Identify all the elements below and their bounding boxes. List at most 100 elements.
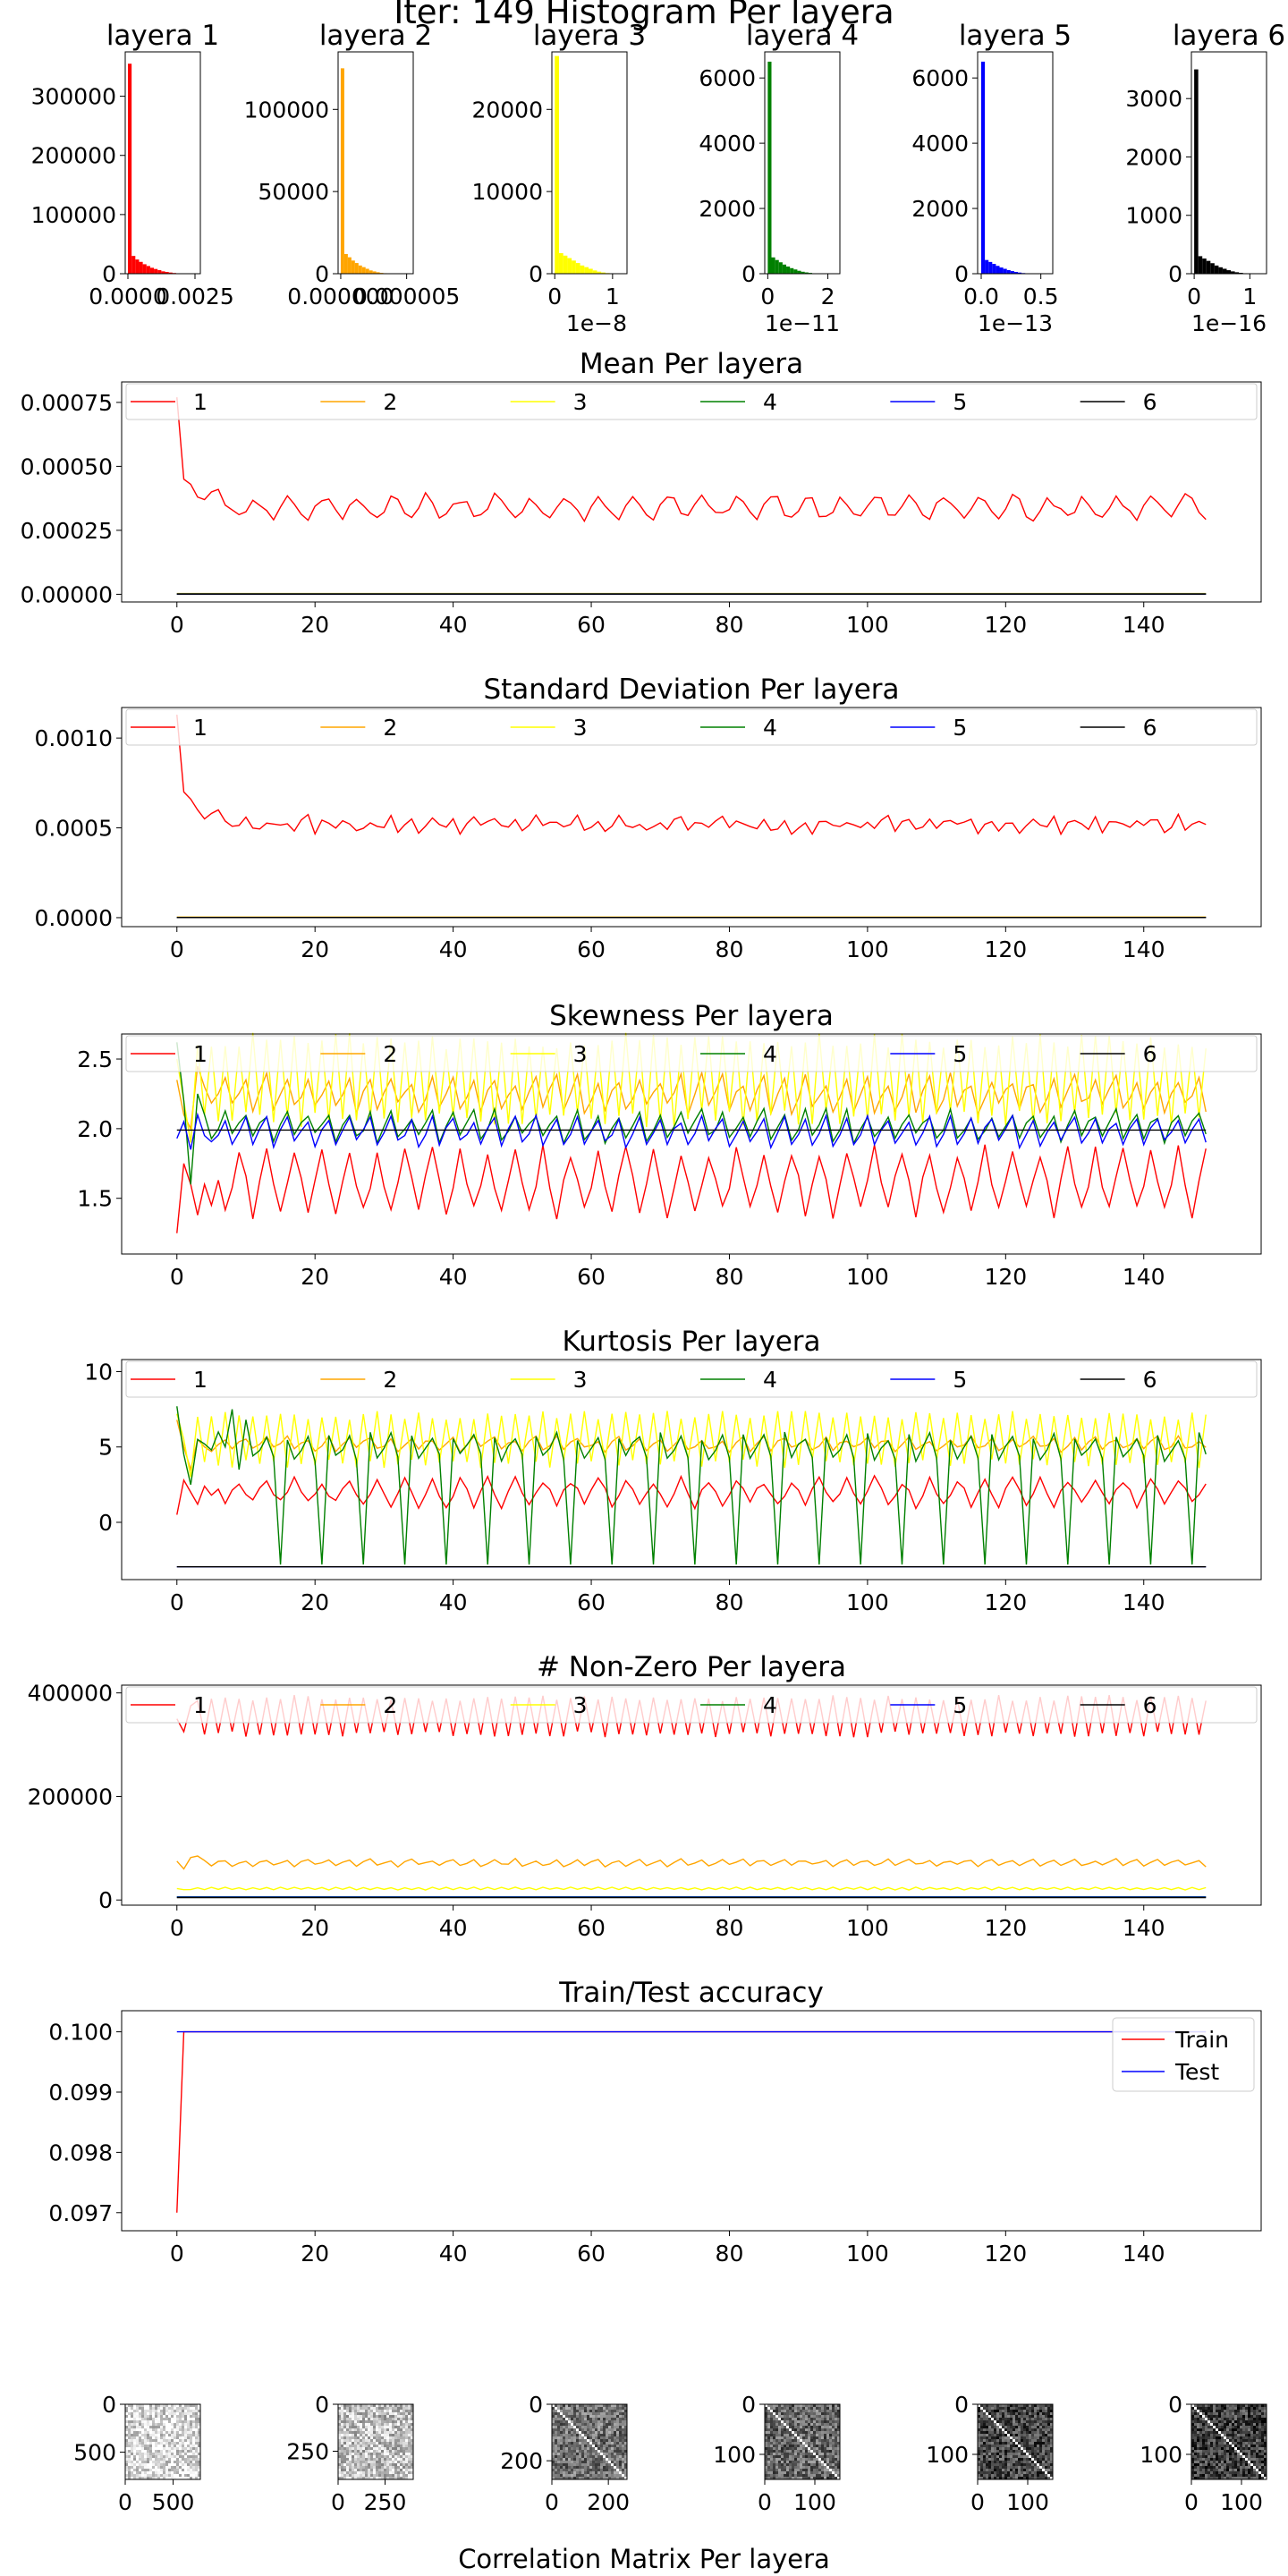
matrix-cell: [408, 2458, 411, 2462]
matrix-cell: [552, 2423, 555, 2427]
matrix-cell: [184, 2415, 188, 2419]
matrix-cell: [565, 2463, 569, 2467]
matrix-cell: [394, 2445, 398, 2448]
matrix-cell: [775, 2415, 779, 2419]
matrix-cell: [1013, 2461, 1016, 2464]
matrix-cell: [600, 2442, 604, 2445]
matrix-cell: [813, 2439, 817, 2443]
matrix-cell: [778, 2455, 782, 2459]
matrix-cell: [1018, 2434, 1021, 2437]
matrix-cell: [999, 2471, 1003, 2475]
matrix-cell: [792, 2439, 795, 2443]
matrix-cell: [141, 2453, 145, 2456]
matrix-cell: [813, 2428, 817, 2432]
matrix-cell: [773, 2458, 776, 2462]
matrix-cell: [370, 2426, 374, 2429]
matrix-cell: [365, 2439, 369, 2443]
matrix-cell: [174, 2477, 177, 2480]
matrix-cell: [165, 2439, 169, 2443]
matrix-cell: [1264, 2439, 1267, 2443]
matrix-cell: [190, 2447, 193, 2451]
matrix-cell: [991, 2469, 995, 2472]
matrix-cell: [1245, 2428, 1249, 2432]
matrix-cell: [1197, 2407, 1200, 2411]
matrix-cell: [346, 2404, 350, 2408]
matrix-cell: [141, 2445, 145, 2448]
matrix-cell: [352, 2461, 355, 2464]
matrix-cell: [378, 2477, 382, 2480]
matrix-cell: [576, 2461, 580, 2464]
matrix-cell: [994, 2415, 997, 2419]
matrix-cell: [1018, 2436, 1021, 2440]
matrix-cell: [400, 2469, 403, 2472]
matrix-cell: [624, 2453, 628, 2456]
matrix-cell: [789, 2471, 792, 2475]
matrix-cell: [821, 2407, 825, 2411]
matrix-cell: [1026, 2474, 1030, 2478]
matrix-cell: [141, 2434, 145, 2437]
matrix-cell: [813, 2442, 817, 2445]
matrix-cell: [192, 2469, 196, 2472]
matrix-cell: [1013, 2436, 1016, 2440]
matrix-cell: [400, 2445, 403, 2448]
matrix-cell: [141, 2458, 145, 2462]
matrix-cell: [357, 2469, 360, 2472]
matrix-cell: [980, 2455, 984, 2459]
matrix-cell: [368, 2404, 371, 2408]
matrix-cell: [555, 2474, 558, 2478]
matrix-cell: [597, 2450, 601, 2453]
matrix-cell: [136, 2466, 140, 2470]
matrix-cell: [622, 2420, 625, 2424]
matrix-cell: [808, 2434, 811, 2437]
legend-label: 2: [383, 1692, 397, 1718]
matrix-cell: [139, 2458, 142, 2462]
matrix-cell: [338, 2412, 342, 2416]
matrix-cell: [606, 2407, 609, 2411]
matrix-cell: [802, 2423, 806, 2427]
matrix-cell: [378, 2420, 382, 2424]
matrix-cell: [611, 2474, 614, 2478]
matrix-cell: [1224, 2415, 1227, 2419]
matrix-cell: [810, 2458, 814, 2462]
matrix-cell: [394, 2458, 398, 2462]
matrix-cell: [362, 2471, 366, 2475]
matrix-cell: [386, 2447, 390, 2451]
matrix-cell: [986, 2423, 989, 2427]
matrix-cell: [595, 2453, 598, 2456]
matrix-cell: [1015, 2439, 1019, 2443]
matrix-cell: [1007, 2415, 1011, 2419]
matrix-cell: [557, 2453, 561, 2456]
matrix-cell: [1234, 2450, 1238, 2453]
matrix-cell: [381, 2474, 385, 2478]
matrix-cell: [1221, 2453, 1224, 2456]
matrix-cell: [1245, 2415, 1249, 2419]
matrix-cell: [619, 2434, 623, 2437]
matrix-cell: [1240, 2458, 1243, 2462]
matrix-cell: [563, 2447, 566, 2451]
matrix-cell: [368, 2426, 371, 2429]
matrix-cell: [1021, 2445, 1024, 2448]
matrix-cell: [560, 2428, 564, 2432]
matrix-cell: [392, 2466, 395, 2470]
matrix-cell: [1004, 2474, 1008, 2478]
matrix-cell: [579, 2418, 582, 2421]
matrix-cell: [1221, 2436, 1224, 2440]
matrix-cell: [362, 2423, 366, 2427]
ytick-label: 2000: [911, 196, 969, 222]
matrix-cell: [1039, 2469, 1043, 2472]
matrix-cell: [400, 2442, 403, 2445]
matrix-cell: [1210, 2439, 1214, 2443]
matrix-cell: [837, 2412, 841, 2416]
matrix-cell: [614, 2415, 617, 2419]
matrix-cell: [384, 2453, 387, 2456]
matrix-cell: [1015, 2412, 1019, 2416]
matrix-cell: [198, 2455, 201, 2459]
matrix-cell: [792, 2415, 795, 2419]
matrix-cell: [389, 2469, 393, 2472]
matrix-cell: [568, 2447, 572, 2451]
matrix-cell: [792, 2466, 795, 2470]
matrix-cell: [195, 2461, 199, 2464]
matrix-cell: [606, 2428, 609, 2432]
matrix-cell: [1261, 2423, 1265, 2427]
matrix-cell: [360, 2436, 363, 2440]
